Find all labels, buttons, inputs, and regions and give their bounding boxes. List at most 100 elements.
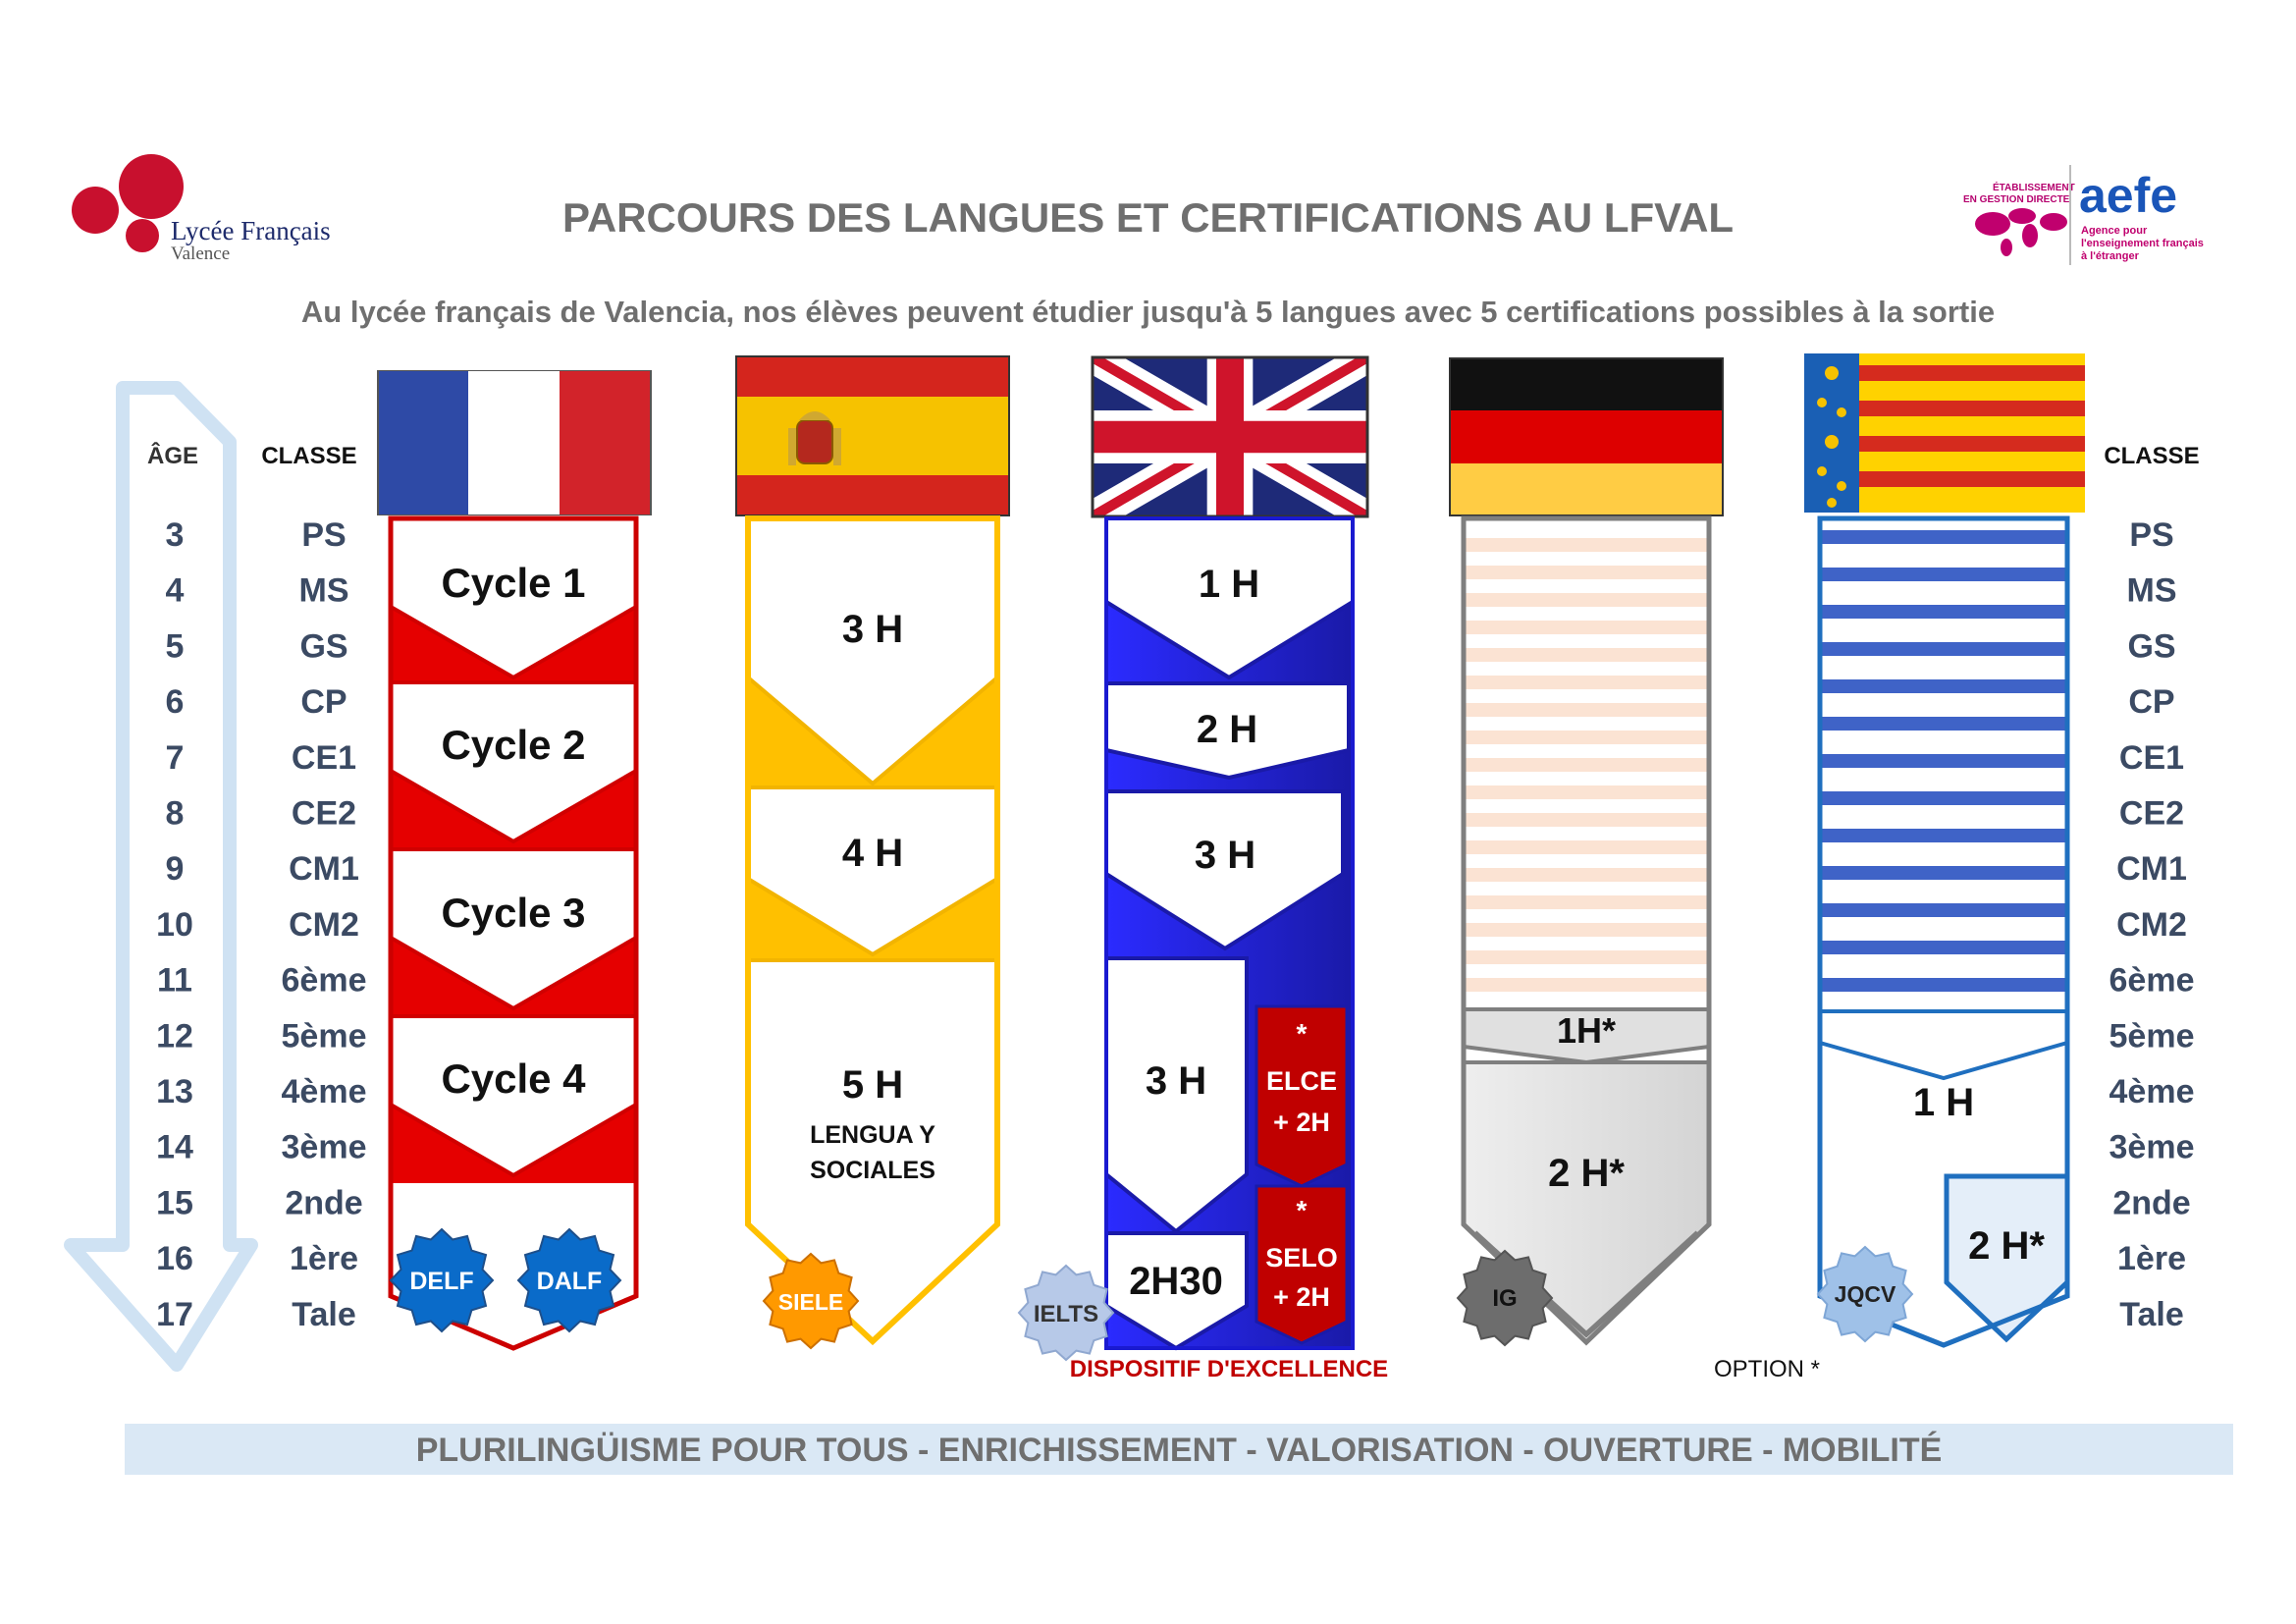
german-1h-option: 1H* (1557, 1010, 1616, 1051)
age-value: 14 (156, 1129, 193, 1166)
valencia-flag-stripe (1859, 401, 2085, 416)
aefe-tag2: l'enseignement français (2081, 238, 2204, 249)
age-value: 17 (156, 1296, 193, 1333)
spain-coat-of-arms-icon (788, 411, 841, 465)
german-column: 1H* 2 H* IG OPTION * (1449, 357, 1820, 1382)
age-value: 8 (166, 795, 185, 833)
class-label-right: CE2 (2119, 795, 2184, 833)
ielts-label: IELTS (1034, 1301, 1098, 1327)
spanish-3h: 3 H (842, 608, 903, 651)
class-label: CE2 (292, 795, 356, 833)
dalf-badge: DALF (516, 1227, 622, 1333)
spain-flag (735, 355, 1010, 516)
age-value: 10 (156, 906, 193, 944)
class-label-right: 5ème (2109, 1017, 2195, 1055)
english-column: 1 H 2 H 3 H 3 H 2H30 * ELCE + 2H * SELO … (1017, 355, 1388, 1382)
valencia-flag-stripe (1859, 471, 2085, 487)
delf-badge: DELF (389, 1227, 495, 1333)
age-value: 3 (166, 516, 185, 554)
selo-hours: + 2H (1273, 1282, 1330, 1312)
class-label: CM2 (289, 906, 359, 944)
ig-label: IG (1492, 1285, 1517, 1312)
class-label-right: 1ère (2117, 1240, 2186, 1277)
class-label: 2nde (285, 1184, 362, 1221)
german-stripe (1464, 566, 1709, 579)
age-arrow (64, 381, 258, 1372)
siele-label: SIELE (778, 1289, 843, 1315)
valencian-stripe (1820, 791, 2067, 805)
class-label-right: 2nde (2112, 1184, 2190, 1221)
cycle-2-label: Cycle 2 (441, 722, 585, 768)
footer-band (125, 1424, 2233, 1475)
german-stripe (1464, 950, 1709, 964)
class-label: CM1 (289, 850, 359, 888)
class-label: 6ème (282, 962, 367, 1000)
valencian-stripe (1820, 903, 2067, 917)
german-stripe (1464, 758, 1709, 772)
selo-star: * (1297, 1195, 1308, 1225)
class-label-right: MS (2127, 572, 2177, 610)
valencian-stripe (1820, 568, 2067, 581)
aefe-badge-line1: ÉTABLISSEMENT (1993, 181, 2075, 193)
aefe-badge-line2: EN GESTION DIRECTE (1963, 194, 2070, 205)
logo-city: Valence (171, 244, 230, 264)
aefe-brand: aefe (2079, 168, 2177, 223)
class-label-right: CM2 (2116, 906, 2187, 944)
aefe-logo: ÉTABLISSEMENT EN GESTION DIRECTE aefe Ag… (1963, 165, 2204, 265)
class-label-right: CP (2128, 683, 2174, 721)
class-label: 4ème (282, 1073, 367, 1110)
german-stripe (1464, 648, 1709, 662)
german-stripe (1464, 676, 1709, 689)
valencian-2h-option: 2 H* (1968, 1224, 2045, 1268)
jqcv-label: JQCV (1835, 1281, 1896, 1307)
jqcv-badge: JQCV (1816, 1245, 1914, 1343)
class-label: 3ème (282, 1129, 367, 1166)
dalf-label: DALF (537, 1268, 603, 1295)
english-2h30: 2H30 (1129, 1260, 1223, 1303)
german-stripe (1464, 731, 1709, 744)
english-2h: 2 H (1197, 708, 1257, 751)
world-map-icon (1975, 208, 2067, 256)
german-stripe (1464, 785, 1709, 799)
france-flag (377, 370, 652, 515)
class-label-right: Tale (2119, 1296, 2184, 1333)
english-1h: 1 H (1199, 563, 1259, 606)
valencian-stripe (1820, 866, 2067, 880)
class-label-right: PS (2129, 516, 2173, 554)
cycle-4-label: Cycle 4 (441, 1056, 586, 1102)
elce-label: ELCE (1266, 1066, 1337, 1096)
cycle-1-label: Cycle 1 (441, 560, 585, 606)
footer-text: PLURILINGÜISME POUR TOUS - ENRICHISSEMEN… (416, 1432, 1943, 1469)
lycee-francais-logo: Lycée Français Valence (72, 154, 331, 264)
spanish-4h: 4 H (842, 832, 903, 875)
age-value: 13 (156, 1073, 193, 1110)
valencian-stripe (1820, 978, 2067, 992)
spanish-column: 3 H 4 H 5 H LENGUA Y SOCIALES SIELE (735, 355, 1010, 1350)
valencian-stripe (1820, 717, 2067, 731)
german-2h-option: 2 H* (1548, 1152, 1625, 1195)
class-label: CE1 (292, 739, 356, 777)
logo-name: Lycée Français (171, 216, 331, 245)
class-label: Tale (292, 1296, 356, 1333)
valencian-stripe (1820, 679, 2067, 693)
spanish-5h-sub1: LENGUA Y (810, 1121, 935, 1149)
age-header: ÂGE (147, 442, 198, 469)
age-value: 4 (166, 572, 185, 610)
german-stripe (1464, 978, 1709, 992)
age-value: 11 (157, 962, 192, 1000)
german-stripe (1464, 813, 1709, 827)
class-label-right: CE1 (2119, 739, 2184, 777)
valencian-stripe (1820, 530, 2067, 544)
german-stripe (1464, 923, 1709, 937)
german-stripe (1464, 593, 1709, 607)
age-value: 16 (156, 1240, 193, 1277)
elce-star: * (1297, 1018, 1308, 1049)
delf-label: DELF (409, 1268, 473, 1295)
valencia-flag-stripe (1859, 436, 2085, 452)
english-3h-secondary: 3 H (1146, 1059, 1206, 1103)
german-stripe (1464, 895, 1709, 909)
german-stripe (1464, 538, 1709, 552)
class-label: 5ème (282, 1017, 367, 1055)
english-3h: 3 H (1195, 834, 1255, 877)
class-label: MS (299, 572, 349, 610)
